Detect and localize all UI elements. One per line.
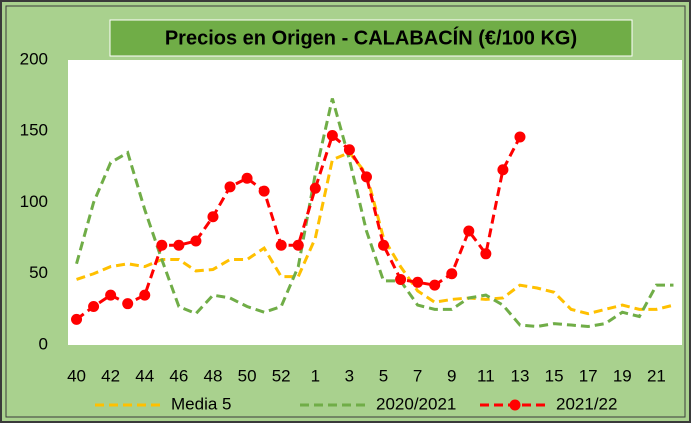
- data-point: [71, 313, 83, 325]
- y-tick-label: 200: [20, 49, 48, 68]
- data-point: [207, 211, 219, 223]
- data-point: [309, 182, 321, 194]
- data-point: [88, 301, 100, 313]
- data-point: [105, 289, 117, 301]
- data-point: [480, 248, 492, 260]
- data-point: [156, 239, 168, 251]
- chart-title: Precios en Origen - CALABACÍN (€/100 KG): [165, 26, 577, 49]
- data-point: [190, 235, 202, 247]
- x-tick-label: 7: [413, 366, 422, 385]
- x-tick-label: 40: [67, 366, 86, 385]
- data-point: [378, 239, 390, 251]
- legend-label: Media 5: [171, 394, 231, 413]
- x-tick-label: 15: [545, 366, 564, 385]
- data-point: [463, 225, 475, 237]
- y-tick-label: 50: [29, 263, 48, 282]
- y-tick-label: 100: [20, 192, 48, 211]
- data-point: [275, 239, 287, 251]
- series-line: [75, 98, 674, 328]
- data-point: [173, 239, 185, 251]
- x-tick-label: 5: [379, 366, 388, 385]
- data-point: [258, 185, 270, 197]
- data-point: [360, 171, 372, 183]
- x-tick-label: 9: [447, 366, 456, 385]
- data-point: [343, 144, 355, 156]
- x-tick-label: 52: [272, 366, 291, 385]
- x-tick-label: 42: [101, 366, 120, 385]
- data-point: [412, 276, 424, 288]
- data-point: [497, 164, 509, 176]
- legend-label: 2020/2021: [376, 394, 456, 413]
- data-point: [395, 273, 407, 285]
- x-tick-label: 21: [647, 366, 666, 385]
- legend-label: 2021/22: [556, 394, 617, 413]
- y-tick-label: 0: [39, 334, 48, 353]
- x-tick-label: 44: [135, 366, 154, 385]
- data-point: [224, 181, 236, 193]
- x-tick-label: 46: [169, 366, 188, 385]
- data-point: [514, 131, 526, 143]
- series-line: [76, 150, 674, 316]
- data-point: [241, 172, 253, 184]
- data-point: [122, 298, 134, 310]
- data-point: [139, 289, 151, 301]
- data-point: [429, 279, 441, 291]
- x-tick-label: 11: [477, 366, 495, 385]
- x-tick-label: 1: [311, 366, 320, 385]
- y-tick-label: 150: [20, 121, 48, 140]
- data-point: [292, 239, 304, 251]
- x-tick-label: 50: [238, 366, 257, 385]
- data-point: [326, 130, 338, 142]
- data-point: [446, 268, 458, 280]
- x-tick-label: 17: [579, 366, 598, 385]
- title-box: [109, 19, 633, 57]
- x-tick-label: 13: [511, 366, 530, 385]
- legend-marker: [509, 399, 521, 411]
- chart-frame: [5, 5, 686, 418]
- x-tick-label: 19: [613, 366, 632, 385]
- x-tick-label: 3: [345, 366, 354, 385]
- x-tick-label: 48: [204, 366, 223, 385]
